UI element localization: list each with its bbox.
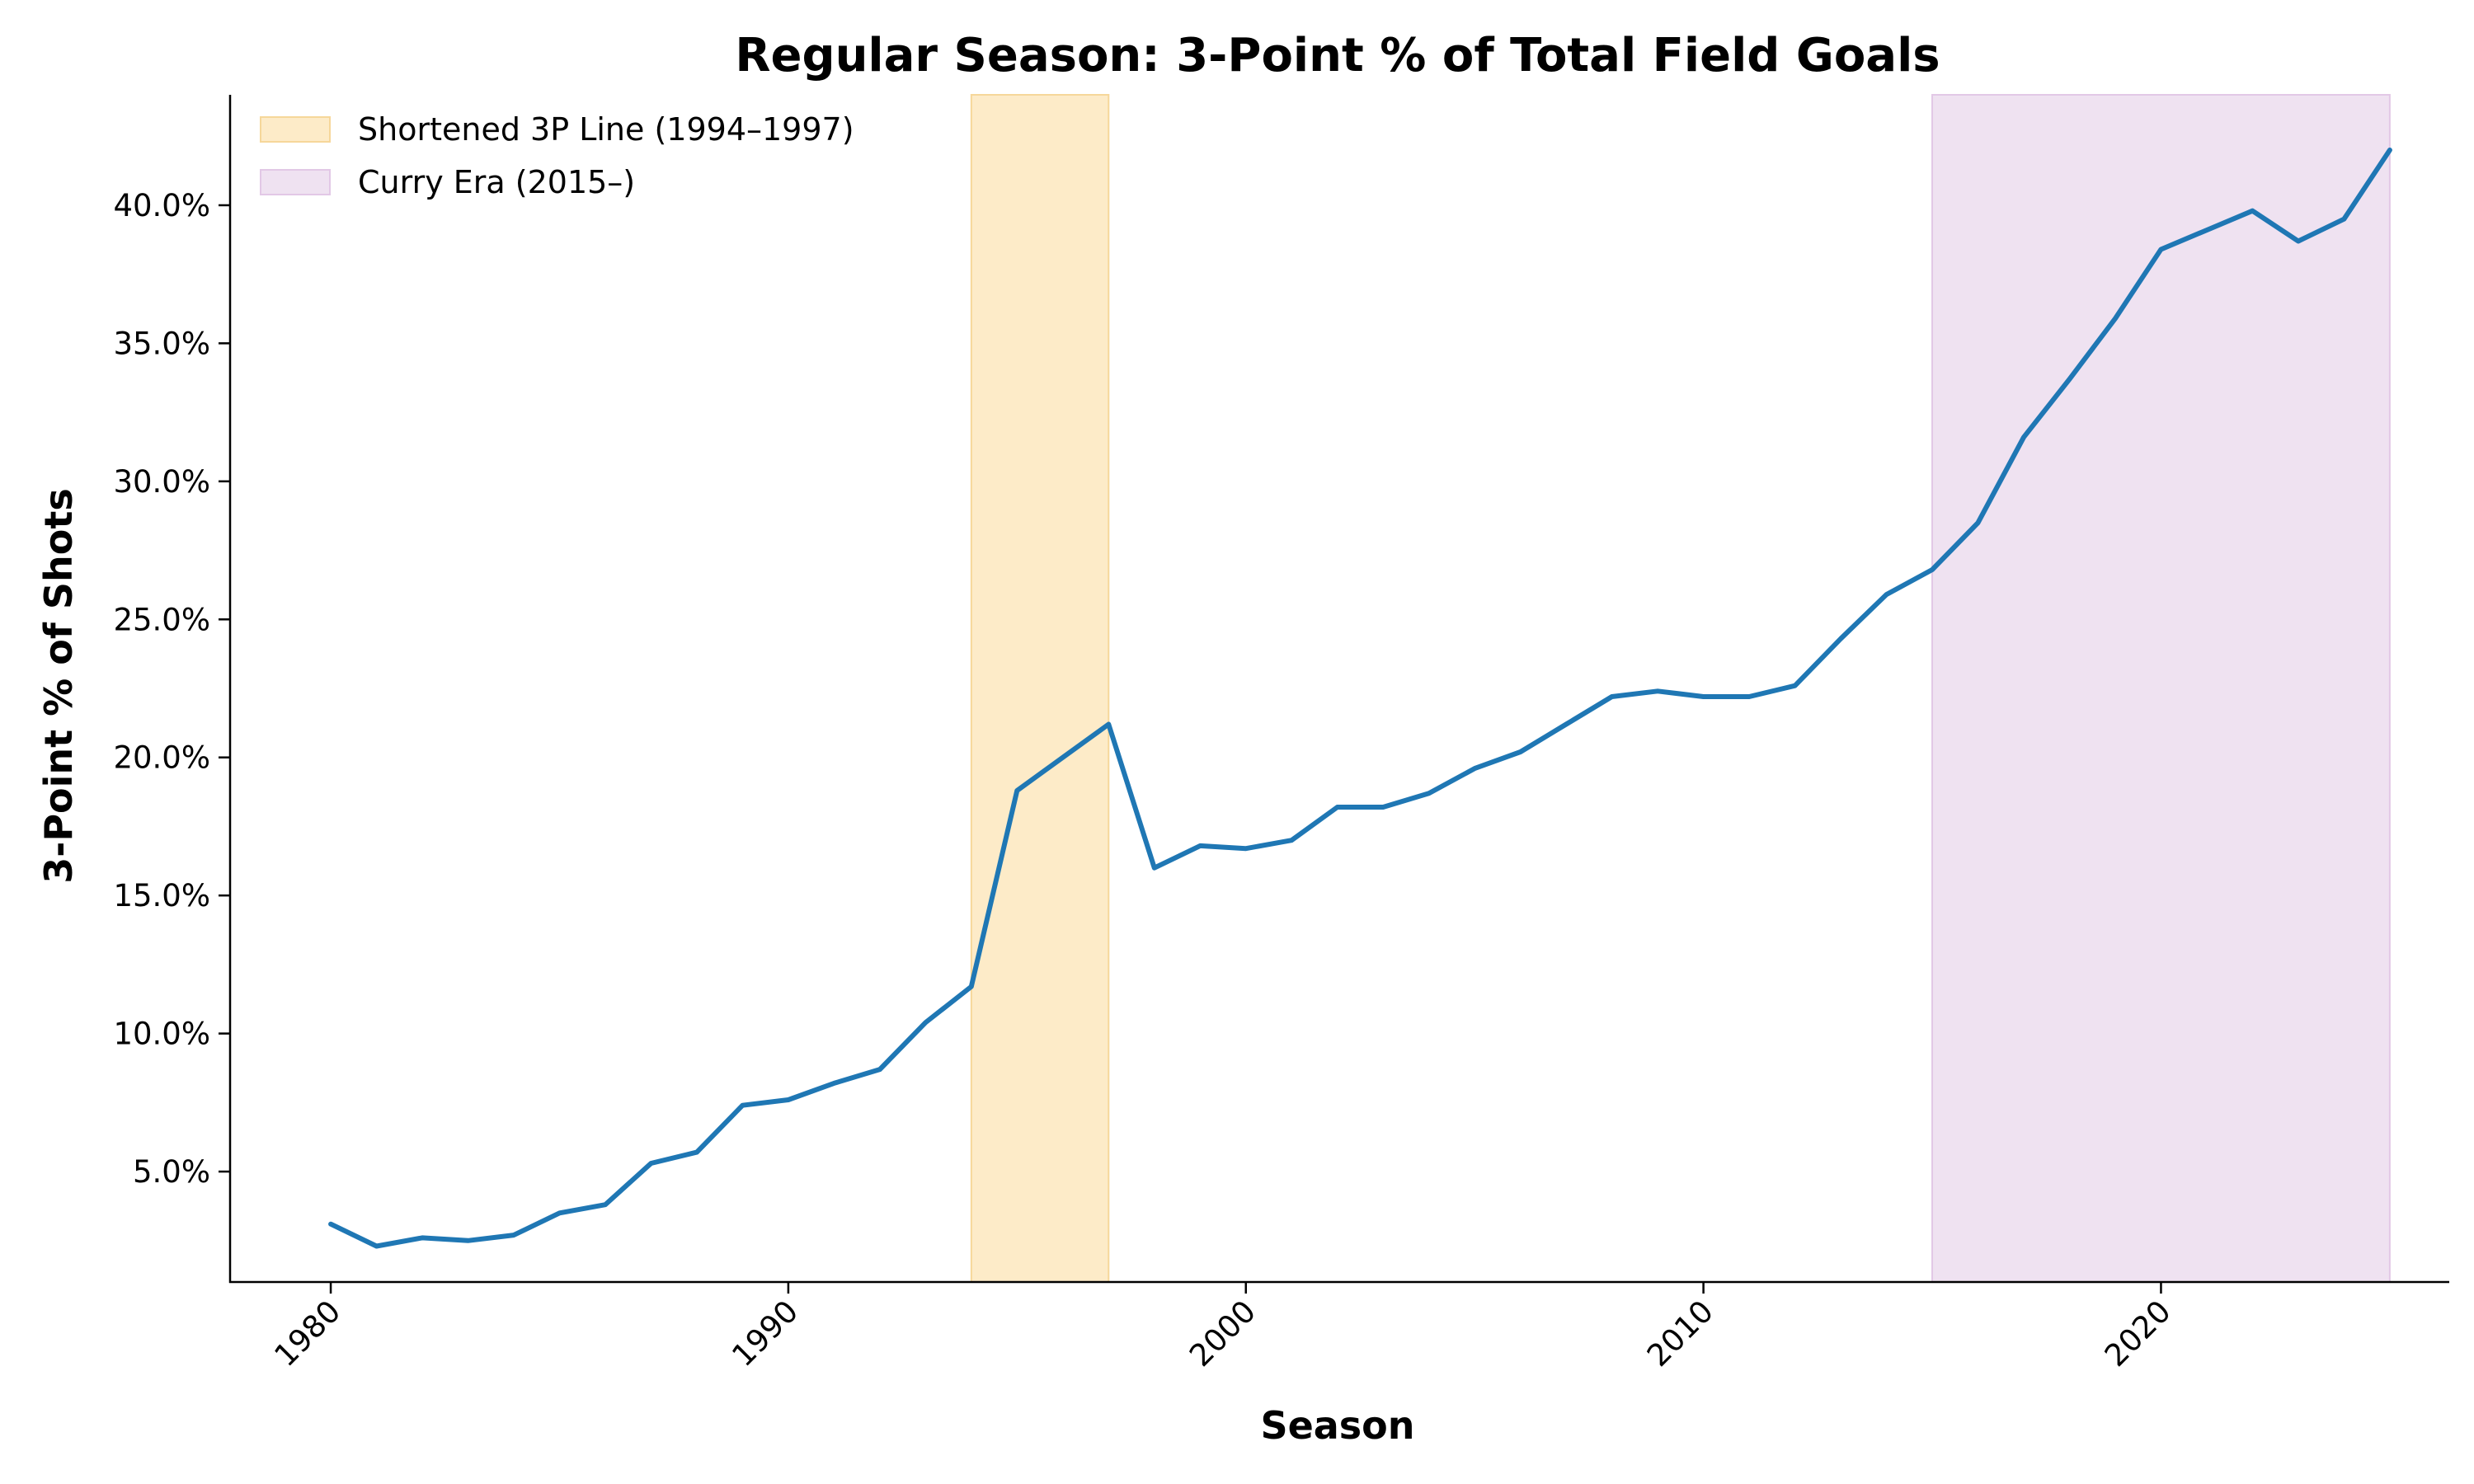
shaded-regions bbox=[970, 94, 2391, 1283]
y-tick-label: 30.0% bbox=[113, 464, 210, 500]
legend: Shortened 3P Line (1994–1997) Curry Era (… bbox=[260, 111, 854, 200]
y-tick-label: 40.0% bbox=[113, 188, 210, 223]
x-axis-label: Season bbox=[1260, 1403, 1414, 1448]
legend-swatch-1 bbox=[260, 116, 331, 143]
chart-title: Regular Season: 3-Point % of Total Field… bbox=[735, 29, 1940, 82]
y-tick-label: 20.0% bbox=[113, 740, 210, 776]
y-tick-label: 5.0% bbox=[133, 1154, 210, 1190]
shaded-region-2 bbox=[1931, 94, 2391, 1283]
y-axis-label: 3-Point % of Shots bbox=[36, 488, 81, 884]
legend-label-2: Curry Era (2015–) bbox=[358, 164, 635, 200]
axes bbox=[228, 95, 2449, 1284]
legend-swatch-2 bbox=[260, 169, 331, 195]
y-tick-label: 15.0% bbox=[113, 878, 210, 913]
y-tick-label: 25.0% bbox=[113, 602, 210, 637]
series-lines bbox=[328, 148, 2392, 1249]
y-ticks: 5.0% 10.0% 15.0% 20.0% 25.0% 30.0% 35.0% 40.0% bbox=[113, 188, 230, 1190]
legend-label-1: Shortened 3P Line (1994–1997) bbox=[358, 111, 854, 148]
y-tick-label: 10.0% bbox=[113, 1017, 210, 1052]
shaded-region-1 bbox=[970, 94, 1110, 1283]
y-tick-label: 35.0% bbox=[113, 326, 210, 361]
series-line-1 bbox=[328, 148, 2392, 1249]
